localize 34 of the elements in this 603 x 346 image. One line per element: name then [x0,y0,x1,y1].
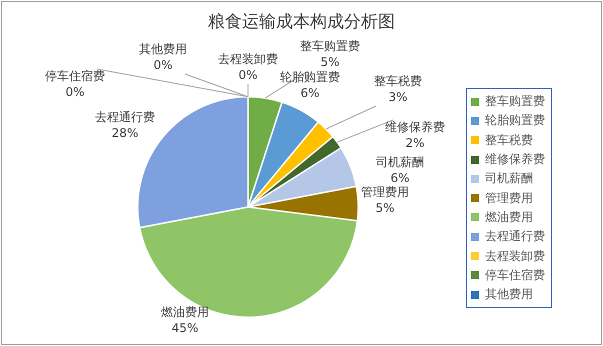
category-label: 去程装卸费 [218,52,278,66]
legend-label: 去程通行费 [485,228,545,246]
legend-label: 燃油费用 [485,208,533,226]
slice-label: 维修保养费 [385,120,445,134]
category-label: 其他费用 [139,42,187,56]
data-label: 2% [405,136,425,150]
slice-label: 去程通行费 [95,110,155,124]
text: 0% [238,68,258,82]
legend-label: 去程装卸费 [485,248,545,265]
legend-label: 管理费用 [485,190,533,207]
slice-label: 轮胎购置费 [280,70,340,84]
chart-title: 粮食运输成本构成分析图 [207,11,396,33]
legend-label: 维修保养费 [485,151,545,168]
legend-label: 整车税费 [485,132,533,149]
data-label: 5% [320,55,340,70]
data-label: 45% [172,321,198,336]
legend-label: 整车购置费 [485,93,545,110]
category-label: 停车住宿费 [45,69,105,84]
slice-label: 整车购置费 [300,39,360,54]
data-label: 6% [300,86,320,100]
slice-label: 管理费用 [361,185,409,200]
slice-label: 整车税费 [374,74,422,88]
data-label: 3% [388,90,408,104]
data-label: 6% [390,171,410,186]
data-label: 28% [112,126,138,140]
slice-label: 司机薪酬 [376,155,424,170]
legend-label: 停车住宿费 [485,266,545,284]
data-label: 5% [375,201,395,216]
legend-label: 其他费用 [485,286,533,304]
legend-label: 轮胎购置费 [485,112,545,130]
text: 0% [153,58,173,72]
text: 0% [65,85,85,100]
legend-label: 司机薪酬 [485,170,533,188]
slice-label: 燃油费用 [161,305,209,320]
